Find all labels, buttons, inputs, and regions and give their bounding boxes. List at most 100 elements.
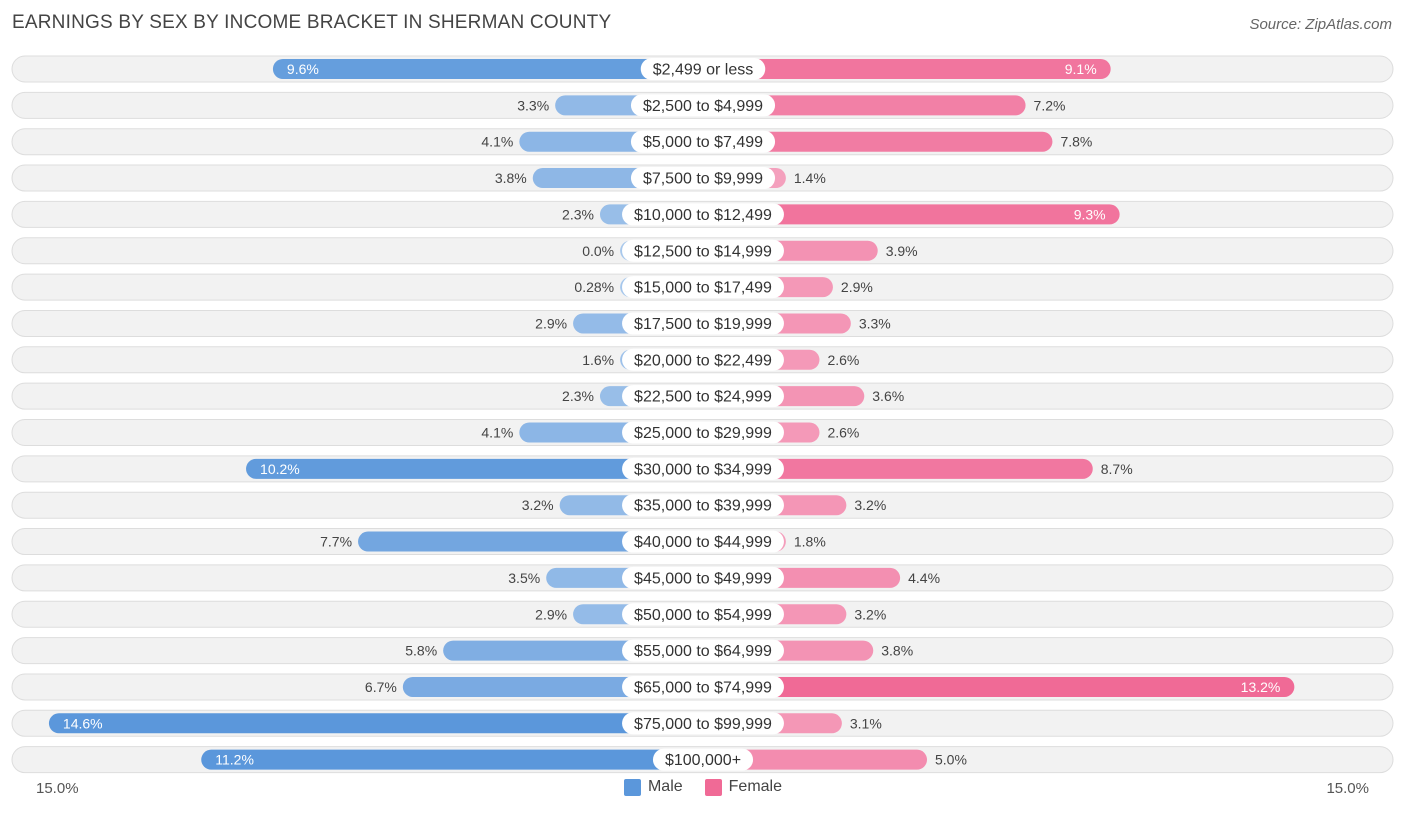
female-value-label: 9.3%	[1074, 206, 1106, 222]
category-label: $2,500 to $4,999	[643, 98, 763, 115]
category-label-pill	[630, 167, 776, 190]
category-label-pill	[630, 94, 776, 117]
male-value-label: 4.1%	[481, 425, 513, 441]
category-label: $25,000 to $29,999	[634, 425, 772, 442]
male-value-label: 0.28%	[574, 279, 614, 295]
male-value-label: 11.2%	[215, 752, 254, 768]
category-label: $100,000+	[665, 752, 741, 769]
female-value-label: 3.2%	[854, 606, 886, 622]
female-bar	[703, 458, 1093, 479]
male-value-label: 7.7%	[320, 534, 352, 550]
axis-left-label: 15.0%	[36, 780, 79, 797]
male-value-label: 3.5%	[508, 570, 540, 586]
female-value-label: 5.0%	[935, 752, 967, 768]
male-value-label: 2.9%	[535, 606, 567, 622]
category-label-pill	[622, 494, 784, 517]
female-value-label: 3.2%	[854, 497, 886, 513]
female-value-label: 4.4%	[908, 570, 940, 586]
legend-swatch-female	[704, 778, 722, 796]
category-label-pill	[622, 675, 784, 698]
male-value-label: 1.6%	[582, 352, 614, 368]
category-label: $22,500 to $24,999	[634, 389, 772, 406]
category-label: $55,000 to $64,999	[634, 643, 772, 660]
female-value-label: 9.1%	[1065, 61, 1097, 77]
female-value-label: 8.7%	[1101, 461, 1133, 477]
female-value-label: 3.3%	[859, 315, 891, 331]
category-label: $40,000 to $44,999	[634, 534, 772, 551]
female-value-label: 7.8%	[1060, 134, 1092, 150]
male-value-label: 5.8%	[405, 643, 437, 659]
category-label-pill	[652, 748, 754, 771]
category-label: $15,000 to $17,499	[634, 280, 772, 297]
female-value-label: 1.4%	[794, 170, 826, 186]
female-value-label: 3.6%	[872, 388, 904, 404]
category-label-pill	[622, 530, 784, 553]
female-bar	[703, 131, 1053, 152]
female-bar	[703, 204, 1120, 225]
category-label-pill	[640, 58, 766, 80]
category-label: $5,000 to $7,499	[643, 134, 763, 151]
female-value-label: 2.9%	[841, 279, 873, 295]
female-bar	[703, 676, 1295, 697]
male-value-label: 6.7%	[365, 679, 397, 695]
category-label: $30,000 to $34,999	[634, 461, 772, 478]
category-label-pill	[622, 566, 784, 589]
category-label-pill	[622, 712, 784, 735]
female-value-label: 3.1%	[850, 715, 882, 731]
chart-title: EARNINGS BY SEX BY INCOME BRACKET IN SHE…	[12, 12, 612, 33]
male-bar	[358, 531, 703, 552]
female-value-label: 1.8%	[794, 534, 826, 550]
category-label: $35,000 to $39,999	[634, 498, 772, 515]
category-label-pill	[622, 385, 784, 408]
female-bar	[703, 95, 1026, 116]
legend-label-female: Female	[728, 778, 783, 795]
male-value-label: 0.0%	[582, 243, 614, 259]
category-label-pill	[630, 130, 776, 153]
male-value-label: 2.3%	[562, 388, 594, 404]
chart-svg: $2,499 or less 9.6% 9.1% $2,500 to $4,999 3.…	[11, 55, 1394, 774]
female-value-label: 3.8%	[881, 643, 913, 659]
male-value-label: 3.3%	[517, 97, 549, 113]
male-bar	[246, 458, 704, 479]
category-label-pill	[622, 421, 784, 444]
male-value-label: 9.6%	[287, 61, 319, 77]
category-label: $17,500 to $19,999	[634, 316, 772, 333]
female-value-label: 13.2%	[1241, 679, 1281, 695]
female-value-label: 3.9%	[886, 243, 918, 259]
male-value-label: 3.8%	[495, 170, 527, 186]
category-label-pill	[622, 603, 784, 626]
female-value-label: 2.6%	[827, 352, 859, 368]
legend: Male Female	[0, 778, 1406, 796]
category-label-pill	[622, 639, 784, 662]
category-label-pill	[622, 203, 784, 226]
legend-item-male[interactable]: Male	[623, 778, 683, 796]
category-label: $2,499 or less	[653, 62, 754, 79]
legend-label-male: Male	[647, 778, 683, 795]
male-bar	[201, 749, 704, 770]
male-value-label: 14.6%	[63, 715, 103, 731]
male-value-label: 2.9%	[535, 315, 567, 331]
category-label-pill	[622, 348, 784, 371]
category-label-pill	[622, 457, 784, 480]
category-label: $20,000 to $22,499	[634, 352, 772, 369]
category-label: $50,000 to $54,999	[634, 607, 772, 624]
axis-right-label: 15.0%	[1326, 780, 1369, 797]
legend-item-female[interactable]: Female	[704, 778, 783, 796]
category-label: $7,500 to $9,999	[643, 171, 763, 188]
female-bar	[703, 59, 1111, 79]
female-value-label: 2.6%	[827, 425, 859, 441]
female-value-label: 7.2%	[1034, 97, 1066, 113]
male-value-label: 10.2%	[260, 461, 300, 477]
category-label-pill	[622, 312, 784, 335]
female-bar	[703, 749, 927, 770]
category-label: $12,500 to $14,999	[634, 243, 772, 260]
legend-swatch-male	[623, 778, 641, 796]
male-value-label: 2.3%	[562, 206, 594, 222]
male-value-label: 3.2%	[522, 497, 554, 513]
category-label-pill	[622, 239, 784, 262]
category-label: $45,000 to $49,999	[634, 570, 772, 587]
source-label: Source: ZipAtlas.com	[1249, 16, 1392, 33]
category-label: $65,000 to $74,999	[634, 679, 772, 696]
male-bar	[272, 59, 703, 79]
male-bar	[48, 713, 704, 734]
